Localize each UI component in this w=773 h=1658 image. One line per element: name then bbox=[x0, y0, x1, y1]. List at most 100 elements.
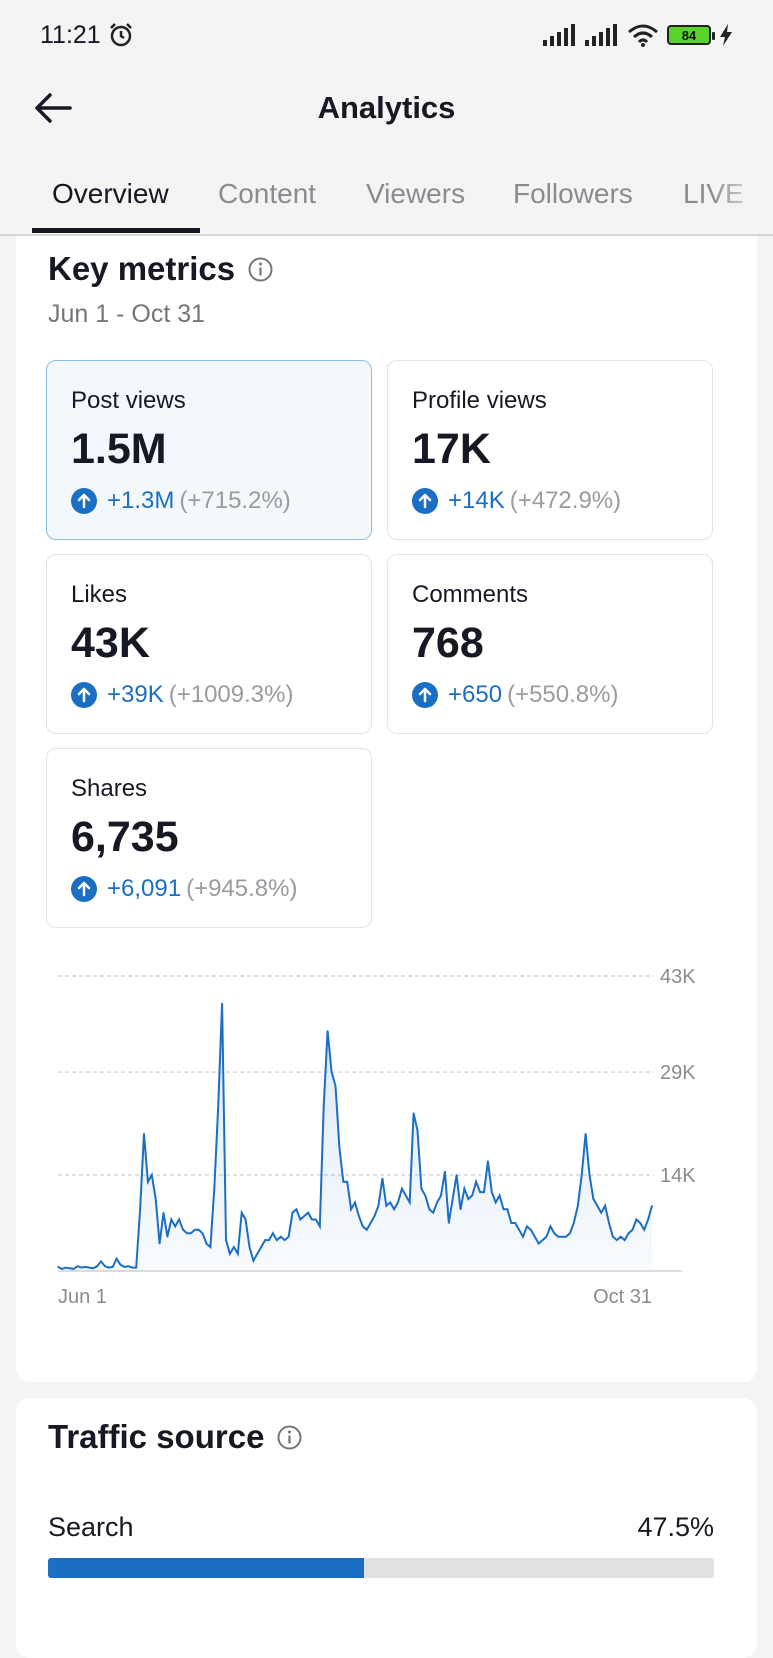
chart-point bbox=[127, 1265, 130, 1267]
chart-point bbox=[651, 1205, 653, 1207]
chart-point bbox=[405, 1194, 407, 1197]
chart-point bbox=[158, 1242, 161, 1245]
info-icon[interactable] bbox=[276, 1424, 303, 1451]
metric-card-profile-views[interactable]: Profile views 17K +14K (+472.9%) bbox=[387, 360, 713, 540]
tab-viewers[interactable]: Viewers bbox=[366, 178, 466, 209]
chart-point bbox=[190, 1232, 192, 1235]
chart-point bbox=[444, 1170, 446, 1173]
tab-content[interactable]: Content bbox=[218, 178, 317, 209]
traffic-row-search: Search 47.5% bbox=[48, 1512, 714, 1543]
chart-point bbox=[534, 1235, 536, 1238]
chart-point bbox=[346, 1181, 349, 1183]
chart-point bbox=[143, 1133, 145, 1135]
chart-point bbox=[362, 1225, 364, 1228]
battery-icon: 84 bbox=[667, 25, 715, 45]
metric-value: 17K bbox=[412, 425, 491, 473]
chart-point bbox=[295, 1208, 298, 1211]
signal-icon bbox=[543, 24, 575, 46]
chart-point bbox=[100, 1260, 102, 1263]
chart-point bbox=[498, 1194, 501, 1197]
y-tick-label: 43K bbox=[660, 966, 696, 988]
x-tick-label-end: Oct 31 bbox=[593, 1286, 652, 1308]
y-tick-label: 29K bbox=[660, 1062, 696, 1084]
chart-point bbox=[217, 1105, 219, 1108]
chart-point bbox=[205, 1242, 208, 1245]
traffic-source-title-row: Traffic source bbox=[48, 1418, 303, 1456]
wifi-icon bbox=[628, 24, 658, 47]
metric-card-post-views[interactable]: Post views 1.5M +1.3M (+715.2%) bbox=[46, 360, 372, 540]
chart-point bbox=[635, 1218, 638, 1221]
chart-point bbox=[577, 1205, 579, 1207]
chart-point bbox=[354, 1201, 356, 1204]
metric-value: 768 bbox=[412, 619, 484, 667]
post-views-chart[interactable]: 43K 29K 14K Jun 1 Oct 31 bbox=[16, 956, 757, 1316]
tab-followers[interactable]: Followers bbox=[513, 178, 633, 209]
chart-point bbox=[596, 1205, 599, 1207]
chart-point bbox=[537, 1242, 540, 1245]
chart-point bbox=[584, 1133, 587, 1135]
tab-overview[interactable]: Overview bbox=[52, 178, 169, 209]
chart-point bbox=[627, 1232, 630, 1235]
traffic-progress-fill bbox=[48, 1558, 365, 1578]
chart-point bbox=[233, 1246, 235, 1248]
arrow-up-circle-icon bbox=[412, 488, 438, 514]
chart-point bbox=[530, 1229, 532, 1231]
chart-point bbox=[283, 1239, 286, 1241]
metric-change-percent: (+1009.3%) bbox=[168, 681, 294, 708]
chart-point bbox=[330, 1071, 333, 1073]
active-tab-indicator bbox=[32, 228, 200, 233]
chart-point bbox=[401, 1187, 403, 1190]
chart-point bbox=[643, 1229, 645, 1231]
chart-point bbox=[604, 1205, 606, 1207]
chart-point bbox=[311, 1218, 313, 1221]
chart-point bbox=[108, 1266, 110, 1269]
chart-point bbox=[92, 1267, 94, 1270]
chart-point bbox=[68, 1267, 71, 1270]
chart-point bbox=[240, 1211, 243, 1214]
chart-point bbox=[588, 1174, 591, 1176]
chart-point bbox=[373, 1215, 376, 1217]
chart-point bbox=[623, 1239, 626, 1241]
chart-point bbox=[264, 1239, 266, 1241]
chart-point bbox=[459, 1208, 462, 1211]
metric-change-percent: (+550.8%) bbox=[507, 681, 619, 708]
metric-change-absolute: +39K bbox=[107, 681, 164, 708]
chart-point bbox=[280, 1235, 282, 1238]
traffic-source-card: Traffic source Search 47.5% bbox=[16, 1398, 757, 1658]
chart-point bbox=[600, 1211, 602, 1214]
metric-card-likes[interactable]: Likes 43K +39K (+1009.3%) bbox=[46, 554, 372, 734]
chart-point bbox=[256, 1253, 259, 1255]
chart-point bbox=[526, 1225, 528, 1228]
chart-point bbox=[432, 1211, 435, 1214]
chart-point bbox=[151, 1174, 153, 1176]
metric-card-comments[interactable]: Comments 768 +650 (+550.8%) bbox=[387, 554, 713, 734]
metric-change-absolute: +650 bbox=[448, 681, 503, 708]
chart-point bbox=[268, 1239, 270, 1241]
chart-point bbox=[502, 1208, 505, 1211]
chart-point bbox=[569, 1232, 571, 1235]
chart-point bbox=[186, 1232, 188, 1235]
chart-point bbox=[358, 1215, 360, 1217]
chart-point bbox=[57, 1266, 59, 1268]
chart-point bbox=[416, 1129, 419, 1132]
info-icon[interactable] bbox=[247, 256, 274, 283]
chart-point bbox=[381, 1177, 384, 1180]
chart-point bbox=[135, 1266, 137, 1269]
chart-point bbox=[580, 1174, 583, 1176]
alarm-icon bbox=[109, 23, 132, 47]
chart-point bbox=[397, 1201, 399, 1204]
chart-point bbox=[209, 1246, 212, 1248]
metric-change: +14K (+472.9%) bbox=[412, 487, 621, 515]
chart-point bbox=[174, 1225, 176, 1228]
chart-point bbox=[365, 1229, 368, 1231]
metric-label: Comments bbox=[412, 581, 529, 608]
back-arrow-icon[interactable] bbox=[30, 84, 78, 132]
chart-point bbox=[448, 1222, 450, 1224]
chart-point bbox=[178, 1218, 180, 1221]
metric-card-shares[interactable]: Shares 6,735 +6,091 (+945.8%) bbox=[46, 748, 372, 928]
chart-point bbox=[475, 1181, 477, 1183]
chart-point bbox=[561, 1235, 563, 1238]
chart-point bbox=[451, 1198, 454, 1200]
status-icons: 84 bbox=[543, 23, 733, 47]
chart-point bbox=[338, 1146, 341, 1149]
